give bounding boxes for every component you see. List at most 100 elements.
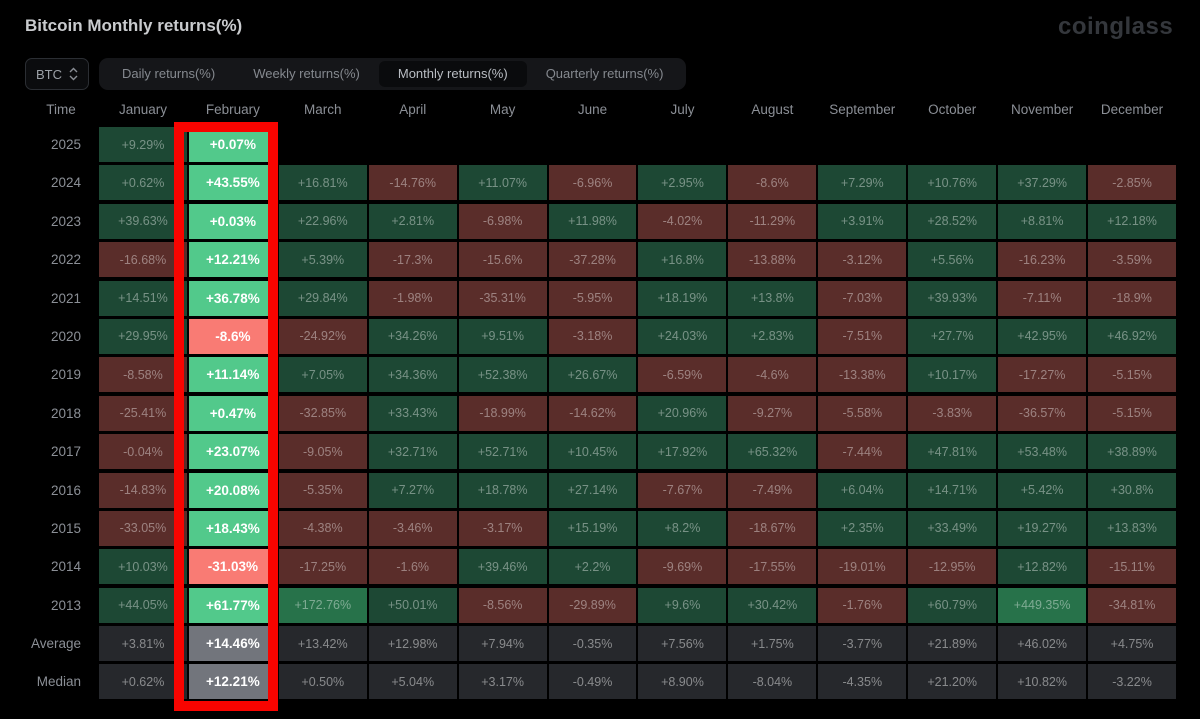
cell-2015-february: +18.43% [188,510,277,546]
row-label-2017: 2017 [50,444,81,460]
cell-2014-april: -1.6% [368,549,457,585]
cell-2014-november: +12.82% [998,549,1087,585]
cell-2016-january: -14.83% [99,472,187,508]
cell-2024-august: -8.6% [728,165,817,201]
column-header-time: Time [46,102,76,117]
cell-2025-september [818,127,906,162]
cell-2025-april [369,127,457,162]
tab-daily[interactable]: Daily returns(%) [122,66,216,81]
cell-2023-august: -11.29% [728,203,817,239]
cell-2020-february: -8.6% [188,318,277,354]
cell-2023-march: +22.96% [278,203,367,239]
cell-2014-august: -17.55% [728,549,817,585]
cell-2015-march: -4.38% [278,510,367,546]
cell-median-april: +5.04% [368,664,457,700]
cell-2024-july: +2.95% [638,165,727,201]
column-header-september: September [829,102,896,117]
row-label-average: Average [30,636,81,652]
cell-2017-october: +47.81% [908,434,997,470]
cell-2013-october: +60.79% [908,587,997,623]
cell-2014-september: -19.01% [818,549,907,585]
tab-quarterly[interactable]: Quarterly returns(%) [545,66,664,81]
cell-2018-february: +0.47% [188,395,277,431]
cell-2025-june [549,127,637,162]
cell-2017-july: +17.92% [638,434,727,470]
cell-2025-january: +9.29% [99,127,187,162]
cell-2020-november: +42.95% [998,318,1087,354]
cell-2017-may: +52.71% [458,434,547,470]
symbol-select-label: BTC [36,66,62,82]
cell-2016-may: +18.78% [458,472,547,508]
cell-2016-october: +14.71% [908,472,997,508]
cell-2018-may: -18.99% [458,395,547,431]
row-label-2024: 2024 [50,175,81,191]
row-label-2016: 2016 [50,482,81,498]
cell-average-august: +1.75% [728,626,817,662]
cell-average-february: +14.46% [188,626,277,662]
cell-2017-march: -9.05% [278,434,367,470]
cell-2013-april: +50.01% [368,587,457,623]
tab-monthly[interactable]: Monthly returns(%) [378,61,527,87]
cell-median-february: +12.21% [188,664,277,700]
row-label-2015: 2015 [50,520,81,536]
cell-median-may: +3.17% [458,664,547,700]
cell-2019-march: +7.05% [278,357,367,393]
cell-2021-september: -7.03% [818,280,907,316]
cell-2017-september: -7.44% [818,434,907,470]
cell-2019-november: -17.27% [998,357,1087,393]
cell-2019-may: +52.38% [458,357,547,393]
cell-2021-july: +18.19% [638,280,727,316]
cell-2017-april: +32.71% [368,434,457,470]
cell-2025-july [638,127,726,162]
cell-2024-march: +16.81% [278,165,367,201]
cell-2019-august: -4.6% [728,357,817,393]
cell-2018-november: -36.57% [998,395,1087,431]
symbol-select[interactable]: BTC [25,58,89,90]
controls-bar: BTC Daily returns(%) Weekly returns(%) Mon… [25,58,687,90]
cell-median-july: +8.90% [638,664,727,700]
cell-2016-november: +5.42% [998,472,1087,508]
cell-2021-november: -7.11% [998,280,1087,316]
cell-2016-august: -7.49% [728,472,817,508]
cell-2017-december: +38.89% [1088,434,1176,470]
cell-average-january: +3.81% [99,626,187,662]
table-header-row: Time January February March April May June July… [25,101,1176,119]
cell-2021-june: -5.95% [548,280,637,316]
row-label-2013: 2013 [50,597,81,613]
sort-arrows-icon [69,67,78,81]
cell-2016-june: +27.14% [548,472,637,508]
cell-2016-march: -5.35% [278,472,367,508]
cell-2014-june: +2.2% [548,549,637,585]
cell-2014-march: -17.25% [278,549,367,585]
cell-average-may: +7.94% [458,626,547,662]
cell-2023-june: +11.98% [548,203,637,239]
cell-2018-september: -5.58% [818,395,907,431]
column-header-november: November [1010,102,1074,117]
cell-2021-august: +13.8% [728,280,817,316]
cell-2020-july: +24.03% [638,318,727,354]
cell-2021-march: +29.84% [278,280,367,316]
tab-weekly[interactable]: Weekly returns(%) [253,66,360,81]
cell-2022-january: -16.68% [99,242,187,278]
cell-2013-december: -34.81% [1088,587,1176,623]
cell-2018-august: -9.27% [728,395,817,431]
cell-2022-december: -3.59% [1088,242,1176,278]
cell-2023-april: +2.81% [368,203,457,239]
cell-2023-may: -6.98% [458,203,547,239]
cell-2014-december: -15.11% [1088,549,1176,585]
cell-2015-september: +2.35% [818,510,907,546]
cell-2020-december: +46.92% [1088,318,1176,354]
cell-2016-july: -7.67% [638,472,727,508]
cell-2024-april: -14.76% [368,165,457,201]
cell-2022-september: -3.12% [818,242,907,278]
cell-2025-february: +0.07% [188,127,277,162]
cell-median-september: -4.35% [818,664,907,700]
cell-2024-january: +0.62% [99,165,187,201]
column-header-may: May [489,102,516,117]
row-label-2020: 2020 [50,328,81,344]
cell-2014-july: -9.69% [638,549,727,585]
table-body: 2025 +9.29% +0.07% 2024 +0.62% +43.55% +16.81%… [25,127,1176,700]
cell-2020-march: -24.92% [278,318,367,354]
cell-average-november: +46.02% [998,626,1087,662]
